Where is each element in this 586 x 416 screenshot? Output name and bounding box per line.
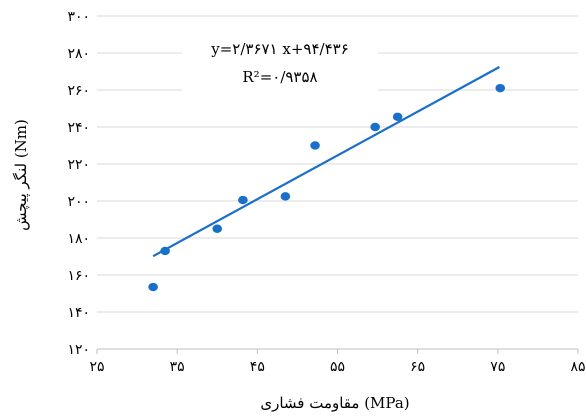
data-point [160, 246, 170, 256]
x-tick-label: ۷۵ [490, 359, 505, 375]
data-point [148, 282, 158, 292]
y-tick-label: ۲۶۰ [67, 83, 90, 99]
trendline [152, 66, 500, 258]
gridlines [97, 15, 578, 313]
y-tick-label: ۲۰۰ [67, 194, 90, 210]
axis-labels: مقاومت فشاری (MPa) لنگر پیچش (Nm) [12, 119, 410, 412]
data-point [392, 112, 403, 122]
y-tick-label: ۱۲۰ [67, 342, 90, 358]
trendline-equation-box: y=۲/۳۶۷۱ x+۹۴/۴۳۶ R²=۰/۹۳۵۸ [182, 32, 378, 96]
trendline-layer [152, 66, 500, 258]
x-tick-label: ۲۵ [89, 359, 104, 375]
x-tick-label: ۳۵ [170, 359, 185, 375]
x-tick-label: ۶۵ [410, 359, 425, 375]
y-tick-label: ۱۸۰ [67, 231, 90, 247]
trendline-equation: y=۲/۳۶۷۱ x+۹۴/۴۳۶ [211, 40, 349, 58]
x-tick-label: ۸۵ [570, 359, 585, 375]
data-point [495, 83, 506, 93]
data-point [238, 195, 248, 205]
y-tick-label: ۳۰۰ [67, 9, 90, 25]
data-point [310, 141, 320, 150]
data-point [280, 192, 291, 201]
y-axis-title: لنگر پیچش (Nm) [12, 119, 30, 231]
x-axis-title: مقاومت فشاری (MPa) [260, 394, 409, 412]
y-tick-label: ۲۴۰ [67, 120, 90, 136]
y-tick-label: ۲۸۰ [67, 46, 90, 62]
y-tick-label: ۱۶۰ [67, 268, 90, 284]
data-point [370, 122, 380, 132]
data-points [148, 83, 506, 292]
x-tick-label: ۵۵ [330, 359, 345, 375]
x-tick-label: ۴۵ [250, 359, 265, 375]
r-squared-label: R²=۰/۹۳۵۸ [242, 68, 318, 86]
y-tick-label: ۱۴۰ [67, 305, 90, 321]
data-point [212, 224, 223, 233]
y-tick-label: ۲۲۰ [67, 157, 90, 173]
axes: ۱۲۰ ۱۴۰ ۱۶۰ ۱۸۰ ۲۰۰ ۲۲۰ ۲۴۰ ۲۶۰ ۲۸۰ ۳۰۰ ۲۵ ۳۵ ۴۵ ۵۵ ۶۵… [67, 9, 585, 375]
